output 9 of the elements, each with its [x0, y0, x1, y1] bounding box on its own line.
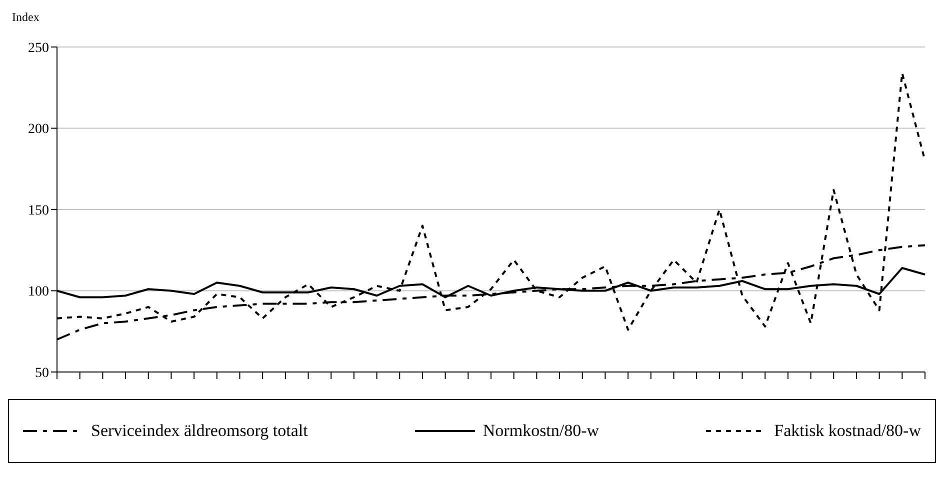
- legend-label: Serviceindex äldreomsorg totalt: [91, 421, 308, 441]
- y-tick-label: 150: [28, 203, 49, 218]
- y-tick-label: 200: [28, 122, 49, 138]
- y-tick-label: 50: [35, 366, 49, 381]
- legend-label: Normkostn/80-w: [482, 421, 600, 441]
- y-tick-label: 100: [28, 284, 49, 300]
- y-axis-title: Index: [12, 10, 40, 25]
- y-tick-label: 250: [28, 40, 49, 56]
- legend-label: Faktisk kostnad/80-w: [774, 421, 921, 441]
